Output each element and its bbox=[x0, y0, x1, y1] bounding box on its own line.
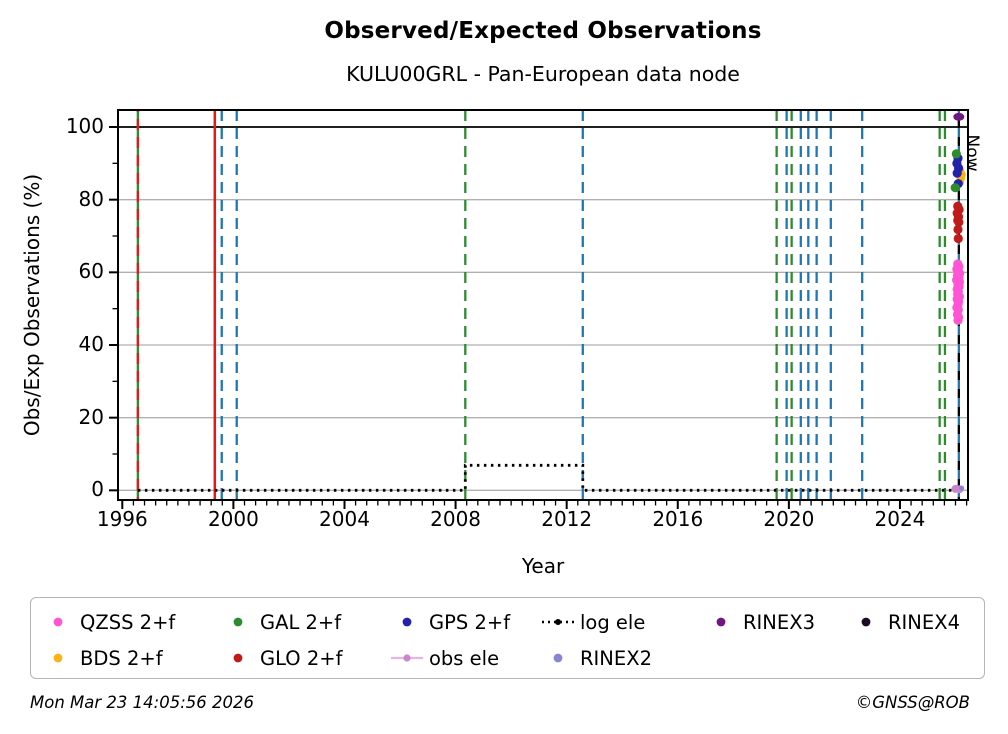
gps-2-f-marker-icon bbox=[390, 615, 424, 629]
y-tick-label: 100 bbox=[65, 114, 104, 138]
y-tick-label: 40 bbox=[78, 332, 104, 356]
glo-2-f-marker-icon bbox=[221, 651, 255, 665]
legend-label: GPS 2+f bbox=[429, 610, 511, 634]
y-tick-label: 0 bbox=[91, 477, 104, 502]
x-tick-label: 2000 bbox=[207, 507, 259, 531]
point-glo-2-f bbox=[953, 224, 963, 235]
rinex3-marker-icon bbox=[704, 615, 738, 629]
legend-label: obs ele bbox=[429, 646, 500, 670]
timestamp-text: Mon Mar 23 14:05:56 2026 bbox=[30, 693, 254, 712]
x-tick-label: 2024 bbox=[874, 507, 926, 531]
legend-label: GAL 2+f bbox=[260, 610, 342, 634]
legend-item-gal-2-f: GAL 2+f bbox=[221, 608, 341, 636]
gal-2-f-marker-icon bbox=[221, 615, 255, 629]
legend-label: RINEX3 bbox=[743, 610, 815, 634]
legend-item-bds-2-f: BDS 2+f bbox=[41, 644, 163, 672]
y-tick-label: 60 bbox=[78, 259, 104, 284]
x-tick-label: 2004 bbox=[319, 507, 370, 531]
x-axis-label: Year bbox=[521, 554, 565, 578]
chart-title: Observed/Expected Observations bbox=[324, 18, 762, 44]
x-tick-label: 2016 bbox=[652, 507, 704, 531]
legend-label: log ele bbox=[580, 610, 646, 634]
point-glo-2-f bbox=[953, 233, 963, 244]
legend-item-rinex2: RINEX2 bbox=[541, 644, 652, 672]
now-annotation: Now bbox=[962, 134, 982, 172]
point-glo-2-f bbox=[954, 217, 964, 227]
plot-frame bbox=[117, 109, 969, 501]
legend-label: QZSS 2+f bbox=[80, 610, 176, 634]
x-tick-label: 1996 bbox=[96, 507, 148, 531]
legend-label: BDS 2+f bbox=[80, 646, 163, 670]
y-axis-label: Obs/Exp Observations (%) bbox=[20, 173, 44, 437]
legend-item-rinex3: RINEX3 bbox=[704, 608, 815, 636]
legend-item-gps-2-f: GPS 2+f bbox=[390, 608, 510, 636]
legend-item-log-ele: log ele bbox=[541, 608, 645, 636]
y-tick-label: 80 bbox=[78, 186, 104, 211]
log-ele-marker-icon bbox=[541, 615, 575, 629]
point-rinex2 bbox=[959, 485, 965, 491]
point-gal-2-f bbox=[951, 149, 961, 159]
legend-label: RINEX2 bbox=[580, 646, 652, 670]
log-ele-line bbox=[137, 463, 959, 492]
rinex4-marker-icon bbox=[849, 615, 883, 629]
legend-item-qzss-2-f: QZSS 2+f bbox=[41, 608, 175, 636]
legend: QZSS 2+f GAL 2+f GPS 2+f log ele RINEX3 RINEX… bbox=[30, 597, 985, 679]
x-tick-label: 2020 bbox=[763, 507, 815, 531]
plot-area bbox=[109, 109, 969, 509]
bds-2-f-marker-icon bbox=[41, 651, 75, 665]
copyright-text: ©GNSS@ROB bbox=[855, 693, 970, 712]
x-tick-label: 2008 bbox=[430, 507, 482, 531]
point-qzss-2-f bbox=[953, 315, 963, 325]
point-gps-2-f bbox=[952, 168, 962, 178]
legend-item-rinex4: RINEX4 bbox=[849, 608, 960, 636]
legend-label: RINEX4 bbox=[888, 610, 960, 634]
x-tick-label: 2012 bbox=[541, 507, 593, 531]
point-gal-2-f bbox=[950, 183, 960, 193]
legend-item-glo-2-f: GLO 2+f bbox=[221, 644, 342, 672]
y-tick-label: 20 bbox=[78, 404, 104, 429]
point-rinex3 bbox=[953, 112, 965, 121]
obs-ele-marker-icon bbox=[390, 651, 424, 665]
rinex2-marker-icon bbox=[541, 651, 575, 665]
chart-subtitle: KULU00GRL - Pan-European data node bbox=[346, 62, 740, 86]
qzss-2-f-marker-icon bbox=[41, 615, 75, 629]
legend-label: GLO 2+f bbox=[260, 646, 343, 670]
legend-item-obs-ele: obs ele bbox=[390, 644, 499, 672]
